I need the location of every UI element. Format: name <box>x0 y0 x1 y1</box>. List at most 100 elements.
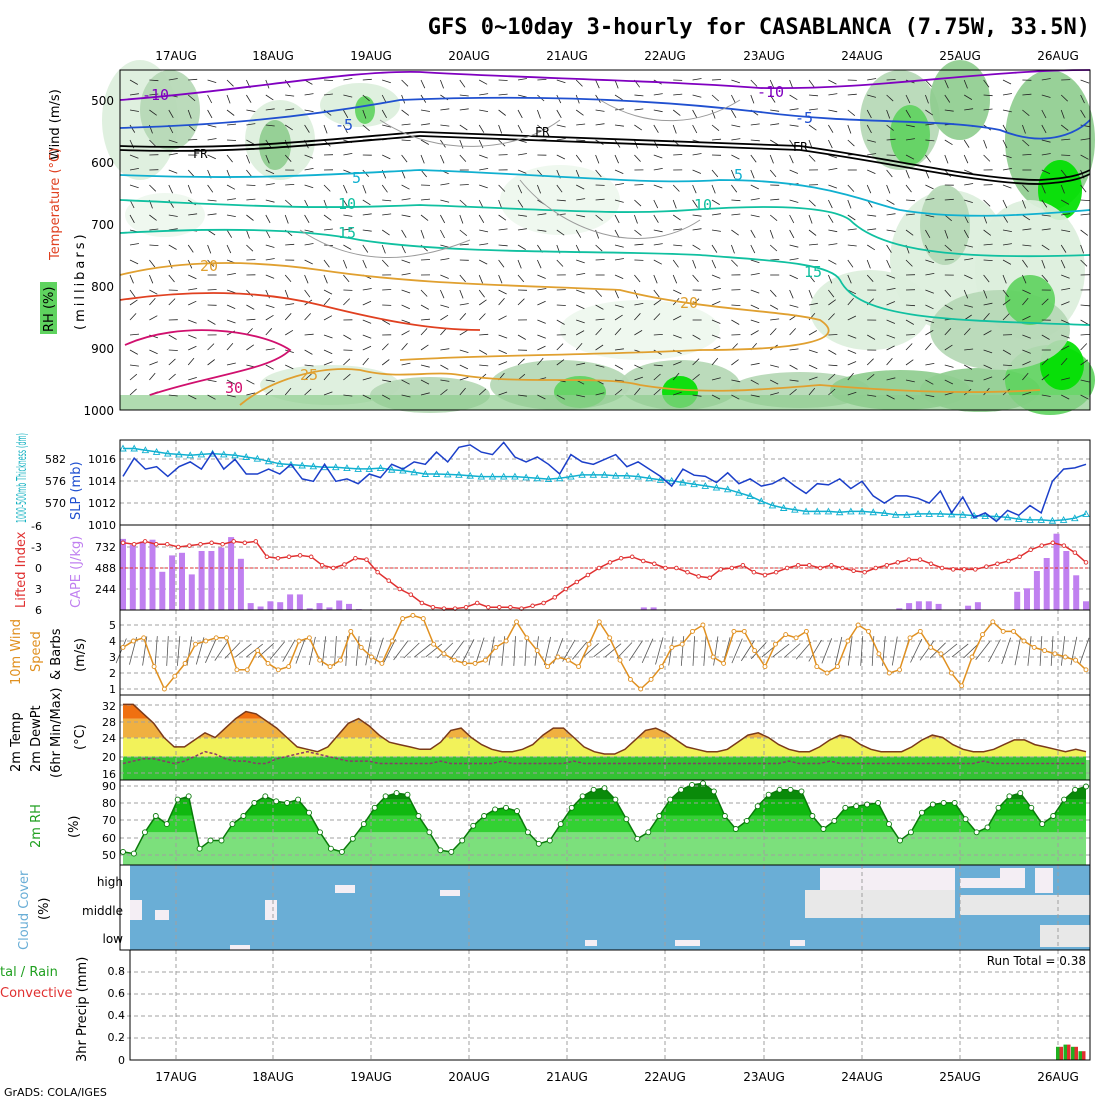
wind-barb-upper <box>963 328 971 336</box>
wind-speed-marker <box>772 641 778 647</box>
wind-barb-upper <box>692 228 702 231</box>
wind-barb-upper <box>226 273 236 276</box>
lifted-index-marker <box>530 603 535 609</box>
wind-barb-upper <box>731 169 736 179</box>
wind-barb-upper <box>187 124 196 132</box>
wind-barb-upper <box>459 184 469 186</box>
rh-band <box>123 832 1086 865</box>
wind-barb-upper <box>149 315 158 321</box>
wind-barb-upper <box>731 359 739 366</box>
wind-barb-upper <box>672 199 677 209</box>
wind-barb-upper <box>207 244 212 254</box>
wind-barb-upper <box>459 313 467 321</box>
wind-barb-upper <box>769 154 774 164</box>
thickness-marker <box>656 476 665 483</box>
wind-barb-upper <box>304 109 314 112</box>
wind-barb-upper <box>905 359 914 366</box>
wind-barb-upper <box>1080 319 1089 325</box>
wind-barb-surface <box>668 636 674 666</box>
wind-barb-upper <box>498 297 505 306</box>
wind-barb-upper <box>304 274 309 284</box>
wind-barb-upper <box>692 334 701 340</box>
wind-barb-upper <box>537 345 546 351</box>
wind-speed-marker <box>193 641 198 647</box>
wind-barb-upper <box>614 314 623 321</box>
thickness-marker <box>119 444 127 452</box>
wind-barb-surface <box>795 641 812 660</box>
wind-barb-upper <box>750 319 760 324</box>
lifted-index-marker <box>884 562 890 568</box>
wind-barb-upper <box>149 93 159 96</box>
wind-barb-upper <box>517 244 526 250</box>
wind-barb-upper <box>867 334 876 340</box>
wind-barb-upper <box>168 199 174 208</box>
wind-barb-upper <box>323 349 333 355</box>
rh-marker <box>273 798 280 805</box>
wind-barb-upper <box>420 198 431 201</box>
wind-barb-upper <box>246 109 256 112</box>
wind-barb-upper <box>401 229 407 238</box>
wind-barb-upper <box>129 168 139 171</box>
wind-barb-upper <box>129 184 139 189</box>
wind-barb-upper <box>925 244 930 254</box>
wind-barb-upper <box>265 348 275 351</box>
wind-barb-upper <box>420 289 428 297</box>
lifted-index-marker <box>474 600 480 606</box>
wind-speed-marker <box>659 664 664 670</box>
wind-barb-surface <box>919 640 935 661</box>
rh-marker <box>601 785 608 792</box>
wind-barb-upper <box>925 342 932 351</box>
wind-barb-upper <box>1002 274 1007 284</box>
wind-barb-surface <box>1070 636 1078 666</box>
thickness-marker <box>903 510 911 518</box>
wind-barb-upper <box>692 169 702 174</box>
wind-barb-upper <box>711 184 716 194</box>
wind-speed-marker <box>348 628 354 634</box>
wind-barb-upper <box>168 298 176 306</box>
wind-barb-upper <box>285 243 295 246</box>
wind-speed-marker <box>358 644 364 650</box>
wind-barb-upper <box>284 387 292 396</box>
temp-axis-label-2: 2m DewPt <box>29 705 44 772</box>
wind-speed-marker <box>866 628 871 634</box>
wind-barb-upper <box>459 94 469 97</box>
cape-bar <box>228 537 235 610</box>
wind-barb-upper <box>1041 78 1051 81</box>
wind-barb-upper <box>207 154 216 160</box>
wind-barb-upper <box>847 315 857 321</box>
wind-barb-surface <box>1014 636 1022 666</box>
wind-barb-upper <box>381 229 390 236</box>
thickness-marker <box>544 475 553 483</box>
cloud-block <box>790 940 805 946</box>
wind-speed-line <box>122 614 1087 691</box>
wind-barb-upper <box>731 379 741 383</box>
wind-barb-upper <box>634 376 644 381</box>
temp-axis-label-4: (°C) <box>73 724 88 750</box>
wind-barb-upper <box>187 357 195 366</box>
wind-speed-marker <box>213 635 219 641</box>
wind-barb-upper <box>905 138 915 141</box>
lifted-index-marker <box>120 540 126 546</box>
wind-barb-upper <box>867 169 876 174</box>
wind-barb-upper <box>479 349 488 355</box>
precip-bar-convective <box>1067 1044 1071 1060</box>
cape-bar <box>179 552 185 610</box>
wind-barb-upper <box>498 139 506 147</box>
wind-barb-upper <box>789 379 799 382</box>
thickness-marker <box>578 470 586 478</box>
thickness-marker <box>387 465 396 473</box>
wind-speed-marker <box>752 648 758 654</box>
wind-barb-upper <box>285 184 295 186</box>
wind-barb-upper <box>944 154 949 164</box>
wind-barb-upper <box>983 243 993 246</box>
isotherm-label: -10 <box>142 86 169 104</box>
thickness-marker <box>959 510 967 518</box>
rh-marker <box>317 829 323 836</box>
wind-barb-upper <box>673 93 683 96</box>
isotherm-line <box>239 368 1041 406</box>
top-date-label: 24AUG <box>841 49 883 63</box>
wind-speed-marker <box>244 667 250 673</box>
wind-barb-upper <box>944 379 954 385</box>
wind-barb-upper <box>284 124 293 131</box>
wind-barb-upper <box>168 78 178 81</box>
